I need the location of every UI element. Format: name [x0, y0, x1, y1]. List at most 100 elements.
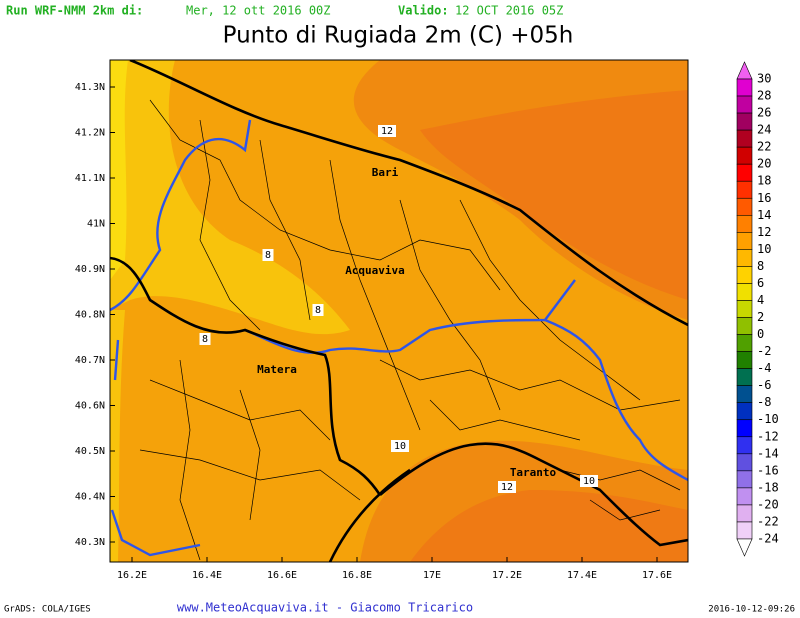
- colorbar-label: 2: [757, 310, 764, 324]
- city-label: Acquaviva: [345, 264, 405, 277]
- lon-label: 16.6E: [267, 570, 297, 581]
- contour-label-box: [312, 304, 324, 316]
- lon-label: 16.8E: [342, 570, 372, 581]
- colorbar-cap-bottom: [736, 538, 753, 557]
- colorbar-box: [736, 368, 753, 386]
- colorbar-label: -24: [757, 532, 779, 546]
- colorbar-label: -18: [757, 480, 779, 494]
- colorbar-label: 20: [757, 157, 771, 171]
- contour-label: 12: [381, 126, 393, 137]
- field-west-edge: [110, 310, 125, 562]
- map-frame: [109, 59, 689, 563]
- lat-label: 41.1N: [75, 173, 105, 184]
- contour-label: 8: [202, 334, 208, 345]
- colorbar-label: -16: [757, 463, 779, 477]
- colorbar-box: [736, 453, 753, 472]
- colorbar-label: -10: [757, 412, 779, 426]
- contour-label-box: [262, 249, 274, 261]
- contour-label: 8: [315, 305, 321, 316]
- colorbar-label: -22: [757, 514, 779, 528]
- colorbar-box: [736, 180, 753, 199]
- city-label: Matera: [257, 363, 297, 376]
- lat-label: 40.7N: [75, 355, 105, 366]
- colorbar-label: 12: [757, 225, 771, 239]
- colorbar-box: [736, 419, 753, 438]
- colorbar-label: 26: [757, 106, 771, 120]
- lat-label: 40.9N: [75, 264, 105, 275]
- footer-center: www.MeteoAcquaviva.it - Giacomo Tricaric…: [177, 601, 473, 615]
- regional-borders: [110, 119, 688, 557]
- contour-label: 12: [501, 482, 513, 493]
- colorbar-label: 0: [757, 327, 764, 341]
- footer-left: GrADS: COLA/IGES: [4, 605, 91, 615]
- colorbar-label: 30: [757, 72, 771, 86]
- colorbar-box: [736, 95, 753, 114]
- lat-label: 40.8N: [75, 310, 105, 321]
- footer-right: 2016-10-12-09:26: [708, 605, 795, 615]
- colorbar-box: [736, 436, 753, 455]
- colorbar-box: [736, 78, 753, 97]
- contour-label-box: [391, 440, 409, 452]
- valid-date: 12 OCT 2016 05Z: [455, 4, 563, 18]
- lon-label: 17.6E: [642, 570, 672, 581]
- field-6-8: [110, 60, 350, 335]
- coastline-and-borders: [110, 60, 688, 562]
- map-title: Punto di Rugiada 2m (C) +05h: [223, 23, 574, 49]
- colorbar-label: 6: [757, 276, 764, 290]
- colorbar-box: [736, 300, 753, 318]
- overlay: 41.3N 41.2N 41.1N 41N 40.9N 40.8N 40.7N 40.6N 40…: [75, 82, 672, 581]
- colorbar-box: [736, 214, 753, 233]
- field-12-14: [420, 90, 688, 300]
- colorbar-label: -14: [757, 446, 779, 460]
- colorbar-box: [736, 351, 753, 369]
- lat-label: 41N: [87, 219, 105, 230]
- map-field: [110, 60, 688, 562]
- colorbar-label: 14: [757, 208, 771, 222]
- colorbar-label: 22: [757, 140, 771, 154]
- colorbar-box: [736, 487, 753, 506]
- field-4-6: [110, 60, 128, 280]
- city-label: Taranto: [510, 466, 557, 479]
- contour-label: 10: [583, 476, 595, 487]
- contour-label-box: [498, 481, 516, 493]
- colorbar-box: [736, 249, 753, 267]
- lon-label: 17.2E: [492, 570, 522, 581]
- contour-label-box: [580, 475, 598, 487]
- colorbar-label: 18: [757, 174, 771, 188]
- colorbar-label: -4: [757, 361, 771, 375]
- colorbar-box: [736, 504, 753, 523]
- colorbar-label: 28: [757, 89, 771, 103]
- lat-label: 40.3N: [75, 537, 105, 548]
- lon-label: 16.2E: [117, 570, 147, 581]
- colorbar-box: [736, 197, 753, 216]
- colorbar-box: [736, 129, 753, 148]
- lon-label: 17E: [423, 570, 441, 581]
- colorbar-box: [736, 232, 753, 250]
- colorbar-label: 10: [757, 242, 771, 256]
- lat-label: 40.4N: [75, 492, 105, 503]
- lat-label: 40.5N: [75, 446, 105, 457]
- city-label: Bari: [372, 166, 399, 179]
- contour-label: 8: [265, 250, 271, 261]
- colorbar-box: [736, 317, 753, 335]
- colorbar-label: 8: [757, 259, 764, 273]
- lat-label: 41.3N: [75, 82, 105, 93]
- lat-label: 41.2N: [75, 128, 105, 139]
- colorbar-box: [736, 521, 753, 540]
- colorbar-label: -8: [757, 395, 771, 409]
- run-label: Run WRF-NMM 2km di:: [6, 4, 143, 18]
- colorbar-label: 24: [757, 123, 771, 137]
- lon-label: 16.4E: [192, 570, 222, 581]
- colorbar: 302826242220181614121086420-2-4-6-8-10-1…: [736, 61, 779, 557]
- colorbar-box: [736, 334, 753, 352]
- run-date: Mer, 12 ott 2016 00Z: [186, 4, 331, 18]
- colorbar-label: -6: [757, 378, 771, 392]
- colorbar-label: 4: [757, 293, 764, 307]
- lon-label: 17.4E: [567, 570, 597, 581]
- contour-label: 10: [394, 441, 406, 452]
- colorbar-label: -20: [757, 497, 779, 511]
- colorbar-label: -2: [757, 344, 771, 358]
- colorbar-box: [736, 470, 753, 489]
- colorbar-label: -12: [757, 429, 779, 443]
